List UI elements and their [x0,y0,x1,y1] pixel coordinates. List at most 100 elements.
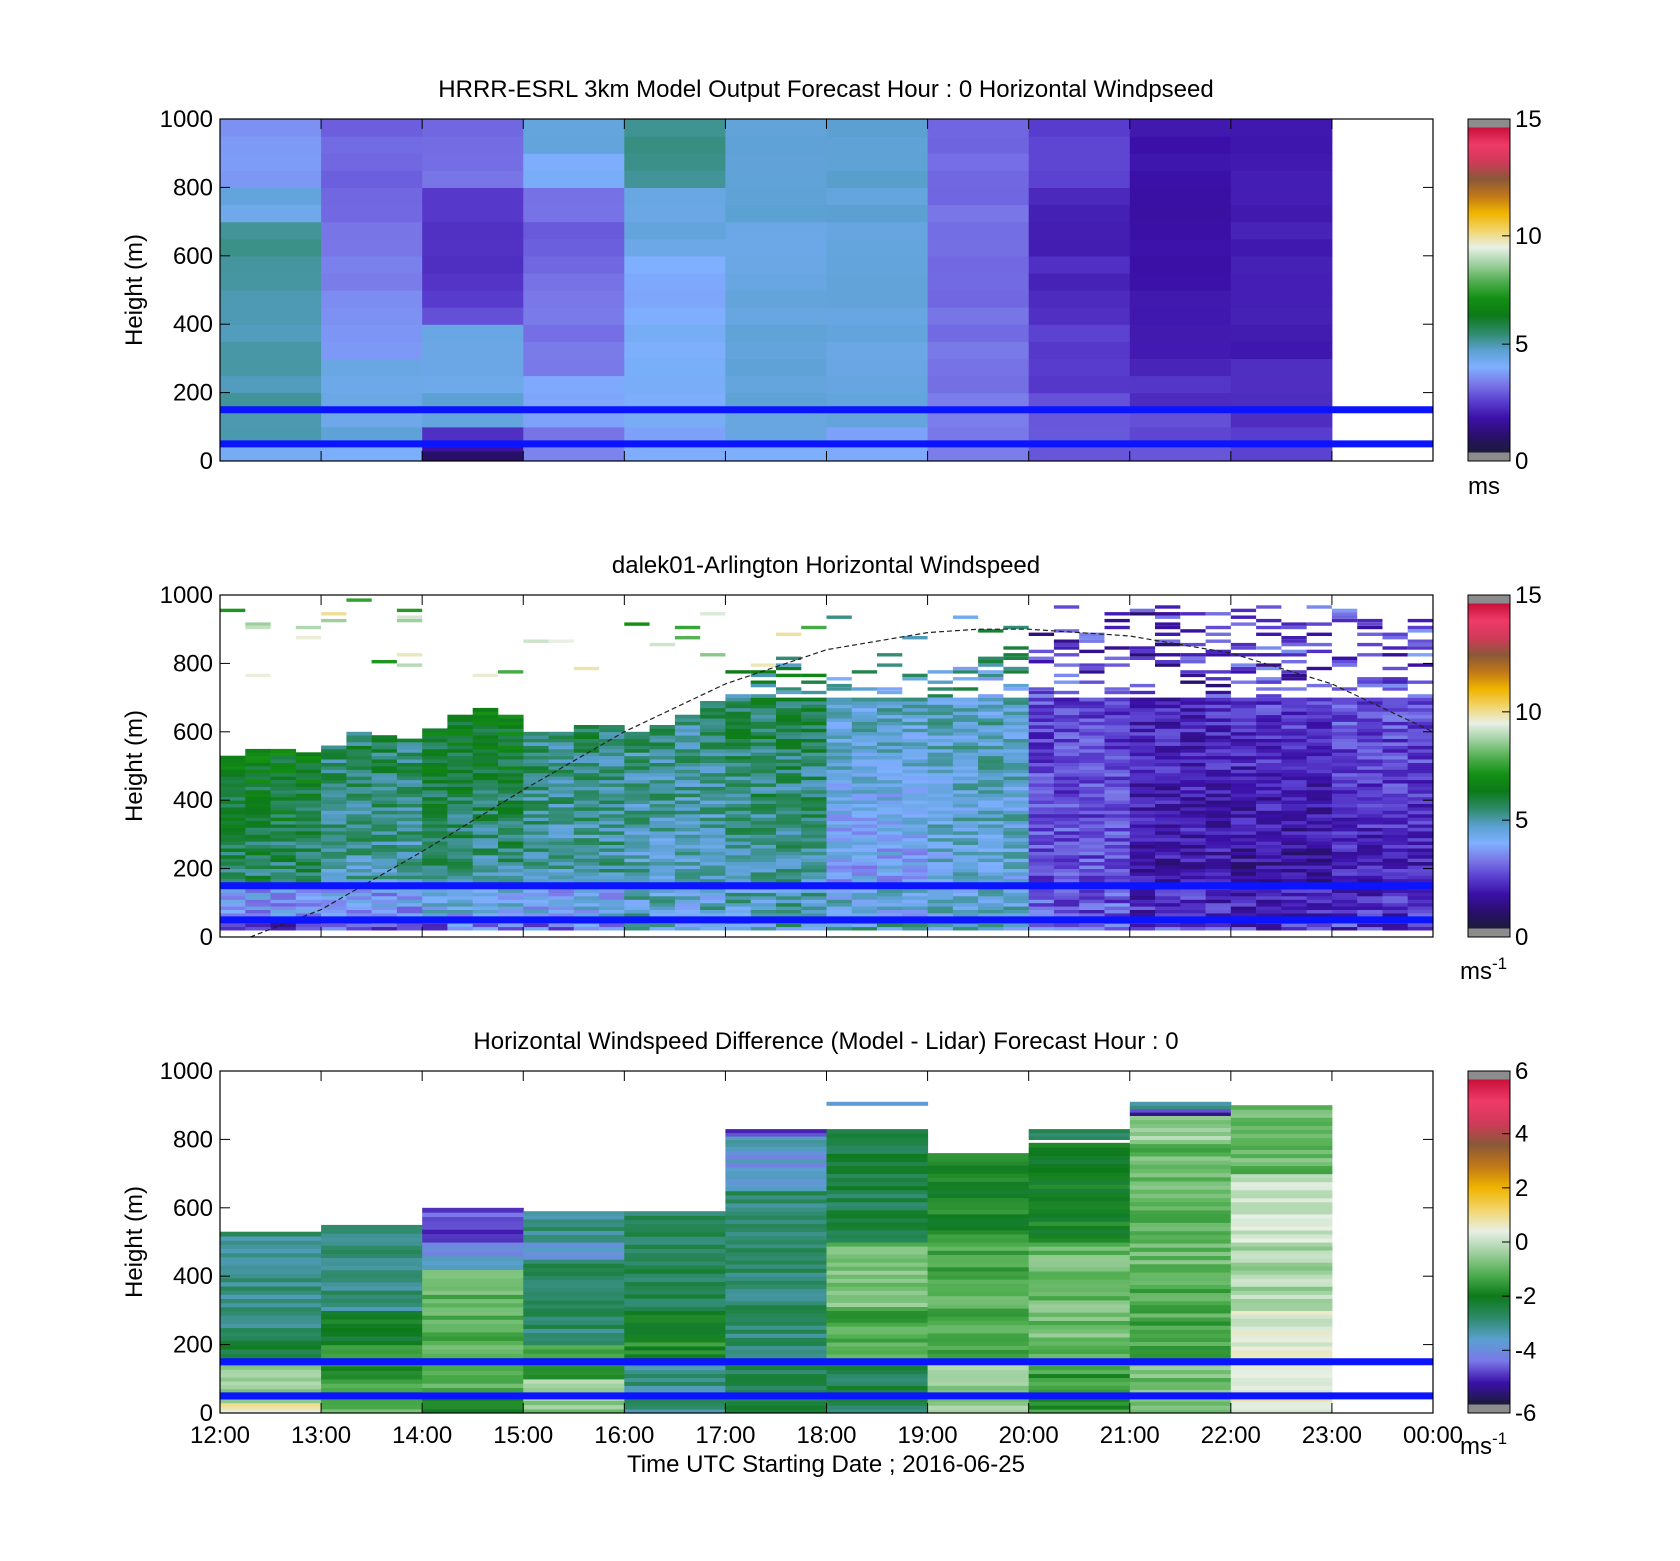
heatmap-cell [1230,1342,1333,1347]
heatmap-cell [346,868,372,873]
heatmap-cell [725,902,751,907]
heatmap-cell [725,1178,827,1184]
heatmap-cell [1028,1163,1131,1169]
heatmap-cell [472,783,499,787]
heatmap-cell [826,238,929,257]
heatmap-cell [472,807,499,811]
heatmap-cell [1028,1345,1131,1350]
heatmap-cell [1230,622,1257,626]
heatmap-cell [295,789,322,794]
heatmap-cell [1230,827,1257,832]
heatmap-cell [295,854,322,859]
heatmap-cell [826,1349,929,1355]
heatmap-cell [321,272,423,291]
heatmap-cell [1079,861,1105,866]
heatmap-cell [1003,926,1029,931]
heatmap-cell [1104,755,1131,760]
heatmap-cell [902,796,928,801]
colorbar-tick-label: 0 [1515,924,1528,951]
heatmap-cell [422,831,448,835]
heatmap-cell [1407,909,1433,914]
heatmap-cell [927,1197,1030,1203]
heatmap-cell [371,807,398,811]
heatmap-cell [548,854,575,859]
heatmap-cell [1155,728,1181,733]
heatmap-cell [1331,656,1358,660]
heatmap-cell [1079,851,1105,856]
heatmap-cell [978,865,1004,869]
heatmap-cell [220,875,246,880]
heatmap-cell [422,837,448,842]
heatmap-cell [1357,793,1383,798]
heatmap-cell [447,748,473,753]
heatmap-cell [1155,762,1181,767]
heatmap-cell [927,759,954,763]
heatmap-cell [978,789,1004,794]
heatmap-cell [220,1256,322,1262]
heatmap-cell [599,725,625,729]
heatmap-cell [371,834,398,839]
heatmap-cell [396,796,423,801]
panel-model-colorbar-unit: ms [1468,473,1500,500]
heatmap-cell [700,803,726,808]
heatmap-cell [573,858,600,863]
heatmap-cell [750,783,777,787]
heatmap-cell [1331,875,1358,880]
heatmap-cell [1256,742,1282,746]
heatmap-cell [1180,789,1206,794]
heatmap-cell [220,608,246,613]
heatmap-cell [801,718,827,722]
heatmap-cell [422,759,448,763]
heatmap-cell [725,341,827,359]
heatmap-cell [826,807,853,811]
heatmap-cell [801,796,827,801]
heatmap-cell [1079,803,1105,808]
heatmap-cell [573,909,600,914]
heatmap-cell [346,865,372,869]
x-tick-label: 23:00 [1302,1422,1362,1449]
heatmap-cell [1155,772,1181,777]
heatmap-cell [801,858,827,863]
heatmap-cell [1306,906,1333,910]
heatmap-cell [1028,272,1131,291]
heatmap-cell [1053,854,1080,859]
heatmap-cell [776,745,802,750]
heatmap-cell [1104,704,1131,709]
heatmap-cell [573,666,600,671]
heatmap-cell [1407,707,1433,712]
heatmap-cell [220,1377,322,1382]
heatmap-cell [1028,1377,1131,1382]
heatmap-cell [1180,800,1206,804]
heatmap-cell [498,783,524,787]
heatmap-cell [1180,629,1206,633]
heatmap-cell [1155,660,1181,664]
heatmap-cell [1306,748,1333,753]
heatmap-cell [1003,800,1029,804]
heatmap-cell [877,820,903,825]
heatmap-cell [1230,666,1257,671]
heatmap-cell [1155,622,1181,626]
heatmap-cell [1180,653,1206,657]
heatmap-cell [1079,752,1105,757]
heatmap-cell [1129,1308,1232,1314]
heatmap-cell [776,718,802,722]
heatmap-cell [1256,841,1282,845]
heatmap-cell [952,779,979,784]
heatmap-cell [1357,738,1383,743]
heatmap-cell [1256,711,1282,716]
heatmap-cell [927,1381,1030,1386]
heatmap-cell [371,854,398,859]
heatmap-cell [1230,1258,1333,1263]
heatmap-cell [725,204,827,223]
heatmap-cell [321,1310,423,1316]
heatmap-cell [1180,745,1206,750]
heatmap-cell [396,868,423,873]
heatmap-cell [371,896,398,900]
heatmap-cell [295,913,322,917]
heatmap-cell [447,827,473,832]
heatmap-cell [1256,769,1282,774]
heatmap-cell [1104,714,1131,719]
heatmap-cell [1129,1143,1232,1149]
heatmap-cell [270,779,297,784]
heatmap-cell [674,786,701,791]
